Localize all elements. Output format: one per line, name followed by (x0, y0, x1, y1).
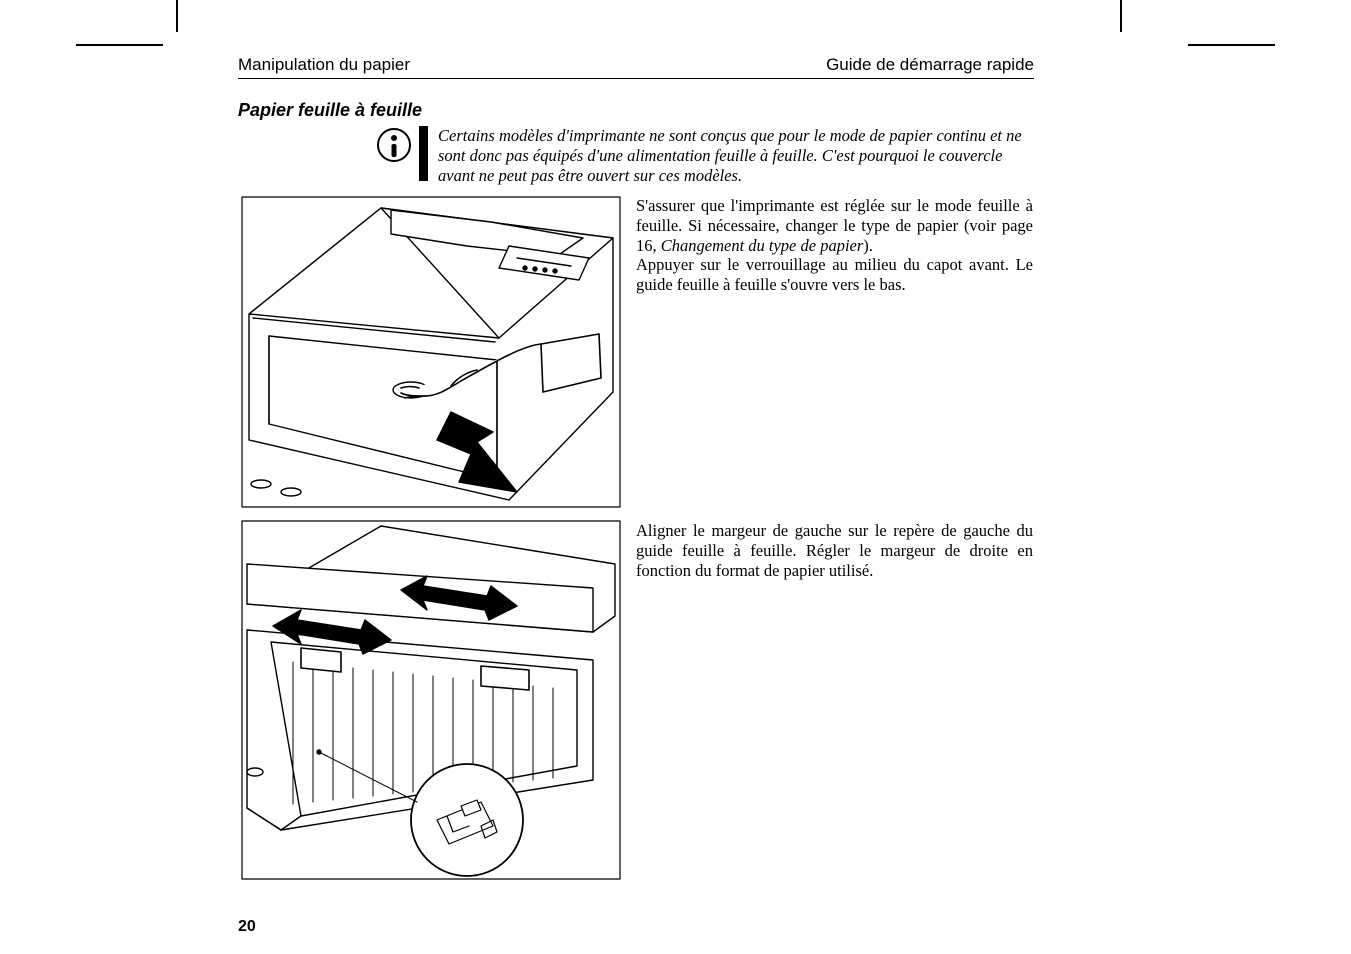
crop-mark (76, 44, 163, 46)
note-divider (419, 126, 428, 181)
page: Manipulation du papier Guide de démarrag… (0, 0, 1351, 954)
cross-reference: Changement du type de papier (661, 236, 864, 255)
info-icon (377, 128, 411, 162)
header-rule (238, 78, 1034, 79)
note-text: Certains modèles d'imprimante ne sont co… (438, 126, 1030, 185)
text: Appuyer sur le verrouillage au milieu du… (636, 255, 1033, 294)
running-head-left: Manipulation du papier (238, 55, 410, 75)
crop-mark (1188, 44, 1275, 46)
running-head-right: Guide de démarrage rapide (826, 55, 1034, 75)
text: ). (863, 236, 873, 255)
page-number: 20 (238, 918, 256, 936)
crop-mark (176, 0, 178, 32)
body-paragraph-2: Aligner le margeur de gauche sur le repè… (636, 521, 1033, 580)
illustration-open-cover (241, 196, 621, 508)
section-title: Papier feuille à feuille (238, 100, 422, 121)
illustration-align-guides (241, 520, 621, 880)
crop-mark (1120, 0, 1122, 32)
body-paragraph-1: S'assurer que l'imprimante est réglée su… (636, 196, 1033, 295)
